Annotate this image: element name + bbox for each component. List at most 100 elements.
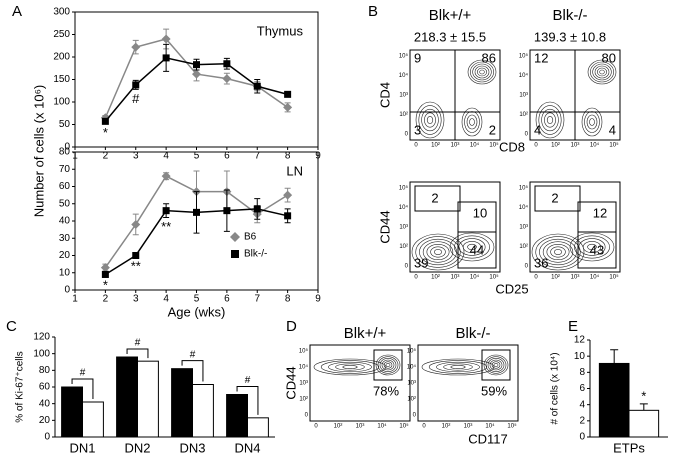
y-tick-label: 120 [33, 332, 50, 343]
contour [590, 61, 614, 83]
bar [137, 360, 159, 438]
flow-tick-label: 10² [399, 244, 408, 250]
x-tick-label: 9 [315, 294, 321, 305]
marker [253, 205, 261, 213]
contour [483, 354, 509, 376]
contour [535, 101, 565, 139]
flow-tick-label: 10⁵ [609, 142, 619, 149]
contour [594, 65, 610, 79]
contour [415, 101, 445, 139]
contour [433, 249, 443, 255]
contour [462, 241, 482, 253]
flow-tick-label: 10³ [571, 275, 580, 281]
gate-value: 43 [590, 242, 604, 257]
y-tick-label: 20 [59, 250, 71, 261]
contour [581, 107, 603, 137]
flow-tick-label: 10⁵ [399, 185, 409, 192]
panel-label: B [368, 3, 378, 20]
flow-tick-label: 10³ [571, 143, 580, 149]
contour [493, 363, 499, 367]
x-tick-label: DN3 [179, 440, 205, 455]
contour [550, 246, 566, 258]
contour [375, 354, 401, 376]
x-tick-label: 5 [194, 151, 200, 162]
contour [377, 356, 399, 374]
bracket [71, 378, 94, 399]
flow-tick-label: 10⁴ [519, 72, 529, 79]
contour [428, 360, 488, 374]
contour [313, 358, 387, 376]
marker [223, 207, 231, 215]
flow-tick-label: 10² [299, 397, 308, 403]
flow-tick-label: 10² [551, 143, 560, 149]
marker [101, 117, 109, 125]
y-axis-label: # of cells (x 10⁴) [550, 352, 561, 424]
y-tick-label: 40 [39, 398, 51, 409]
y-tick-label: 200 [53, 52, 70, 63]
gate [577, 231, 617, 269]
gate [534, 185, 581, 212]
contour [535, 236, 581, 268]
flow-tick-label: 0 [414, 275, 418, 281]
flow-tick-label: 10² [431, 275, 440, 281]
flow-tick-label: 10³ [299, 381, 308, 387]
marker [193, 208, 200, 216]
y-tick-label: 0 [44, 432, 50, 443]
contour [489, 359, 503, 371]
legend-label: Blk-/- [244, 249, 267, 260]
flow-tick-label: 10⁵ [299, 348, 309, 355]
x-tick-label: 2 [103, 151, 109, 162]
contour [424, 112, 436, 128]
contour [477, 67, 487, 77]
y-tick-label: 12 [574, 335, 586, 346]
flow-tick-label: 10⁴ [377, 423, 387, 430]
contour [449, 232, 495, 262]
flow-tick-label: 10⁴ [407, 364, 417, 371]
annotation: * [103, 125, 108, 140]
y-tick-label: 80 [39, 365, 51, 376]
marker [284, 212, 292, 220]
contour [379, 358, 397, 372]
bar [61, 386, 83, 438]
contour [421, 108, 439, 132]
contour [342, 365, 358, 369]
flow-tick-label: 10⁴ [485, 423, 495, 430]
x-tick-label: DN2 [124, 440, 150, 455]
contour [461, 107, 483, 137]
contour [491, 361, 501, 369]
contour [592, 63, 612, 81]
y-tick-label: 50 [59, 119, 71, 130]
contour [553, 249, 563, 255]
annotation: # [80, 368, 86, 379]
y-tick-label: 250 [53, 29, 70, 40]
contour [578, 238, 606, 256]
marker [253, 82, 261, 90]
contour [542, 241, 574, 263]
y-tick-label: 40 [59, 216, 71, 227]
contour [422, 241, 454, 263]
axis-label: CD44 [377, 210, 392, 243]
flow-tick-label: 10³ [407, 381, 416, 387]
contour [587, 243, 597, 251]
flow-tick-label: 10² [519, 244, 528, 250]
flow-tick-label: 10⁵ [519, 185, 529, 192]
y-tick-label: 30 [59, 233, 71, 244]
flow-tick-label: 10⁵ [407, 348, 417, 355]
contour [487, 358, 505, 372]
contour [485, 356, 507, 374]
marker [132, 252, 140, 259]
contour [454, 235, 490, 259]
flow-tick-label: 10³ [519, 225, 528, 231]
contour [458, 238, 486, 256]
x-tick-label: 6 [224, 294, 230, 305]
flow-tick-label: 10⁵ [519, 53, 529, 60]
bar [247, 417, 269, 438]
column-title: Blk-/- [456, 325, 491, 342]
flow-tick-label: 0 [525, 132, 529, 138]
bar [171, 368, 194, 438]
x-tick-label: 7 [254, 151, 260, 162]
x-tick-label: 2 [103, 294, 109, 305]
x-tick-label: 8 [285, 151, 291, 162]
flow-tick-label: 10³ [356, 424, 365, 430]
